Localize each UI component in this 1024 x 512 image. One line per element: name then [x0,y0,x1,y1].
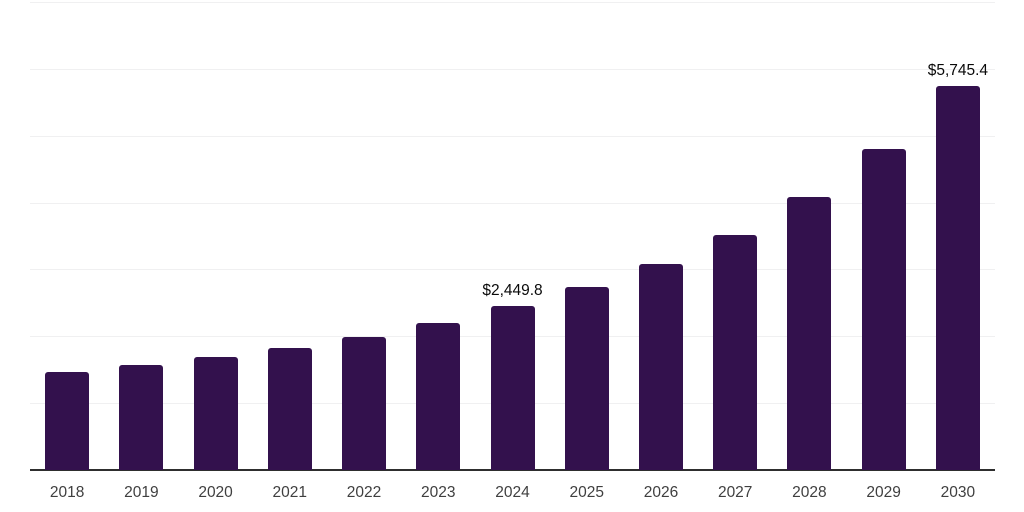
gridline [30,2,995,3]
bar-2028 [787,197,832,470]
bar-2029 [861,149,906,470]
x-tick-label-2027: 2027 [717,484,753,501]
x-tick-label-2030: 2030 [940,484,976,501]
x-tick-label-2026: 2026 [643,484,679,501]
x-tick-label-2022: 2022 [346,484,382,501]
x-tick-label-2029: 2029 [866,484,901,501]
bar-2025 [564,287,609,470]
bar-2022 [342,336,387,470]
gridline [30,135,995,137]
x-tick-label-2021: 2021 [272,484,308,501]
x-tick-label-2025: 2025 [569,484,604,501]
data-label-2024: $2,449.8 [482,282,543,300]
bar-2018 [45,371,90,470]
bar-2019 [119,364,164,470]
x-tick-label-2019: 2019 [124,484,159,501]
x-tick-label-2018: 2018 [49,484,85,501]
x-tick-label-2024: 2024 [495,484,530,501]
bar-2023 [416,323,461,470]
gridline [30,269,995,271]
x-tick-label-2020: 2020 [198,484,233,501]
x-axis-line [30,469,995,471]
bar-2027 [713,234,758,470]
data-label-2030: $5,745.4 [927,61,989,79]
bar-2020 [193,357,238,470]
bar-2024 [490,306,535,470]
bar-2021 [267,348,312,470]
x-tick-label-2028: 2028 [792,484,827,501]
gridline [30,68,995,70]
bar-2026 [638,263,683,470]
gridline [30,202,995,204]
bar-2030 [935,85,980,470]
x-tick-label-2023: 2023 [421,484,456,501]
